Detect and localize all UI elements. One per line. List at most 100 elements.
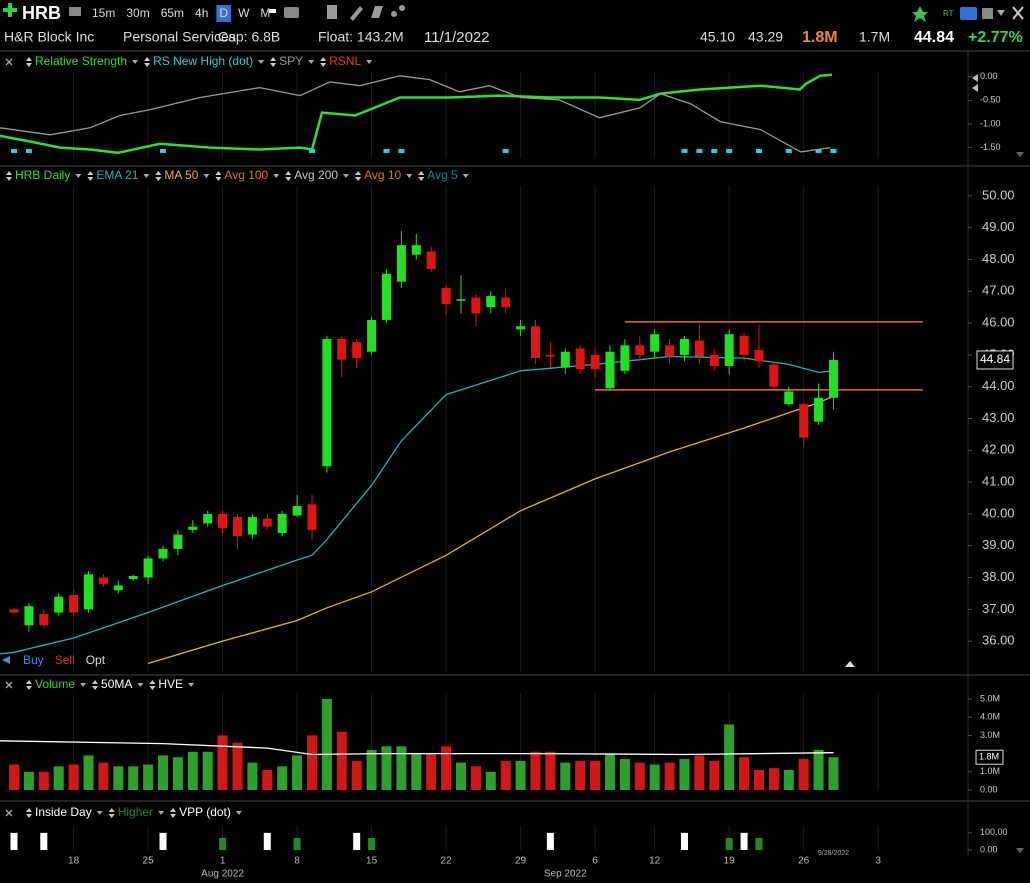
move-icon[interactable] — [149, 680, 156, 684]
move-icon[interactable] — [155, 177, 162, 181]
move-icon[interactable] — [355, 171, 362, 175]
move-icon[interactable] — [6, 177, 12, 181]
timeframe[interactable]: D — [219, 6, 228, 20]
dropdown-caret[interactable] — [343, 174, 350, 178]
dropdown-caret[interactable] — [406, 174, 413, 178]
move-icon[interactable] — [144, 63, 151, 67]
move-icon[interactable] — [149, 686, 156, 690]
move-icon[interactable] — [6, 171, 12, 175]
move-icon[interactable] — [92, 680, 99, 684]
draw-icon[interactable] — [350, 6, 363, 21]
legend-entry[interactable]: Avg 10 — [364, 168, 401, 182]
dropdown-caret[interactable] — [96, 811, 103, 815]
dropdown-caret[interactable] — [188, 683, 195, 687]
arrow-icon[interactable] — [997, 10, 1005, 16]
timeframe[interactable]: 4h — [195, 6, 208, 20]
dropdown-caret[interactable] — [203, 174, 210, 178]
move-icon[interactable] — [215, 177, 222, 181]
timeframe[interactable]: 30m — [126, 6, 149, 20]
order-button[interactable]: Opt — [86, 653, 106, 667]
move-icon[interactable] — [285, 177, 292, 181]
move-icon[interactable] — [355, 177, 362, 181]
move-icon[interactable] — [320, 57, 327, 61]
move-icon[interactable] — [215, 171, 222, 175]
dropdown-caret[interactable] — [137, 683, 144, 687]
move-icon[interactable] — [108, 814, 115, 818]
note-icon[interactable] — [371, 6, 383, 18]
legend-entry[interactable]: Volume — [35, 677, 75, 691]
dropdown-caret[interactable] — [273, 174, 280, 178]
legend-entry[interactable]: HVE — [158, 677, 183, 691]
dropdown-caret[interactable] — [132, 60, 139, 64]
timeframe[interactable]: 15m — [92, 6, 115, 20]
dropdown-caret[interactable] — [258, 60, 265, 64]
move-icon[interactable] — [270, 57, 277, 61]
legend-entry[interactable]: 50MA — [101, 677, 132, 691]
legend-entry[interactable]: Relative Strength — [35, 54, 127, 68]
dropdown-caret[interactable] — [80, 683, 87, 687]
move-icon[interactable] — [26, 57, 32, 61]
legend-entry[interactable]: RSNL — [329, 54, 361, 68]
star-icon[interactable] — [912, 6, 928, 22]
move-icon[interactable] — [170, 814, 177, 818]
move-icon[interactable] — [285, 171, 292, 175]
calc-icon[interactable] — [327, 5, 337, 19]
legend-entry[interactable]: VPP (dot) — [179, 805, 231, 819]
timeframe[interactable]: M — [260, 6, 270, 20]
move-icon[interactable] — [155, 171, 162, 175]
move-icon[interactable] — [26, 814, 32, 818]
dropdown-caret[interactable] — [143, 174, 150, 178]
scroll-icon[interactable] — [972, 84, 978, 92]
close-panel[interactable] — [5, 58, 13, 66]
legend-entry[interactable]: Avg 100 — [224, 168, 268, 182]
tool-icon[interactable] — [284, 7, 299, 18]
add-icon[interactable] — [3, 3, 17, 17]
dropdown-caret[interactable] — [75, 174, 82, 178]
legend-entry[interactable]: SPY — [279, 54, 303, 68]
legend-entry[interactable]: Inside Day — [35, 805, 92, 819]
s-icon[interactable] — [960, 7, 977, 20]
move-icon[interactable] — [26, 63, 32, 67]
dropdown-caret[interactable] — [462, 174, 469, 178]
dropdown-caret[interactable] — [308, 60, 315, 64]
scroll-icon[interactable] — [1016, 152, 1024, 157]
move-icon[interactable] — [418, 177, 425, 181]
order-button[interactable]: Buy — [23, 653, 44, 667]
share-icon[interactable] — [399, 5, 405, 11]
move-icon[interactable] — [170, 808, 177, 812]
timeframe[interactable]: 65m — [161, 6, 184, 20]
move-icon[interactable] — [270, 63, 277, 67]
menu-caret[interactable] — [269, 9, 276, 13]
legend-entry[interactable]: RS New High (dot) — [153, 54, 253, 68]
timeframe[interactable]: W — [238, 6, 250, 20]
move-icon[interactable] — [320, 63, 327, 67]
move-icon[interactable] — [26, 686, 32, 690]
close-panel[interactable] — [5, 681, 13, 689]
legend-entry[interactable]: EMA 21 — [96, 168, 138, 182]
dropdown-caret[interactable] — [366, 60, 373, 64]
move-icon[interactable] — [92, 686, 99, 690]
save-icon[interactable] — [982, 8, 993, 19]
scroll-icon[interactable] — [972, 74, 978, 82]
order-button[interactable]: Sell — [55, 653, 75, 667]
close-icon[interactable] — [1012, 6, 1024, 20]
share-icon[interactable] — [391, 11, 397, 17]
legend-entry[interactable]: Higher — [118, 805, 153, 819]
order-icon[interactable] — [2, 656, 10, 664]
move-icon[interactable] — [26, 680, 32, 684]
move-icon[interactable] — [87, 177, 94, 181]
move-icon[interactable] — [26, 808, 32, 812]
snapshot-icon[interactable] — [69, 7, 81, 16]
legend-entry[interactable]: Avg 5 — [427, 168, 458, 182]
legend-entry[interactable]: Avg 200 — [294, 168, 338, 182]
close-panel[interactable] — [5, 809, 13, 817]
move-icon[interactable] — [144, 57, 151, 61]
move-icon[interactable] — [108, 808, 115, 812]
dropdown-caret[interactable] — [158, 811, 165, 815]
dropdown-caret[interactable] — [235, 811, 242, 815]
move-icon[interactable] — [87, 171, 94, 175]
move-icon[interactable] — [418, 171, 425, 175]
legend-entry[interactable]: MA 50 — [164, 168, 198, 182]
legend-entry[interactable]: HRB Daily — [15, 168, 70, 182]
scroll-icon[interactable] — [1016, 848, 1024, 853]
